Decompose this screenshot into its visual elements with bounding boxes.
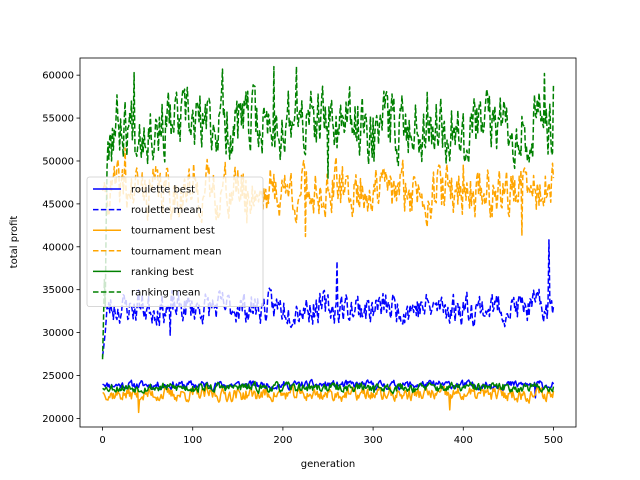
series-line-ranking-best (102, 380, 555, 395)
y-tick-label: 50000 (42, 156, 74, 167)
x-tick-label: 100 (183, 435, 202, 446)
y-tick-label: 25000 (42, 371, 74, 382)
x-axis-ticks: 0 100 200 300 400 500 (99, 427, 563, 446)
y-axis-ticks: 20000 25000 30000 35000 40000 45000 50000 55000… (42, 71, 80, 425)
legend-label: roulette best (131, 185, 195, 196)
legend-label: tournament best (131, 226, 215, 237)
legend-label: roulette mean (131, 205, 202, 216)
y-tick-label: 55000 (42, 114, 74, 125)
legend-label: ranking mean (131, 288, 200, 299)
legend-box (86, 176, 264, 308)
series-line-ranking-mean (101, 65, 555, 360)
legend: roulette best roulette mean tournament bes… (86, 176, 264, 308)
series-line-roulette-mean (101, 239, 555, 357)
legend-label: ranking best (131, 267, 194, 278)
x-tick-label: 300 (364, 435, 383, 446)
x-axis-label: generation (301, 459, 355, 470)
y-tick-label: 40000 (42, 242, 74, 253)
plot-frame (79, 57, 577, 428)
y-axis-label: total profit (9, 216, 20, 269)
x-tick-label: 500 (544, 435, 563, 446)
legend-label: tournament mean (131, 246, 221, 257)
y-tick-label: 45000 (42, 199, 74, 210)
y-tick-label: 30000 (42, 328, 74, 339)
x-tick-label: 400 (454, 435, 473, 446)
x-tick-label: 200 (273, 435, 292, 446)
x-tick-label: 0 (99, 435, 105, 446)
y-tick-label: 20000 (42, 414, 74, 425)
y-tick-label: 35000 (42, 285, 74, 296)
y-tick-label: 60000 (42, 71, 74, 82)
